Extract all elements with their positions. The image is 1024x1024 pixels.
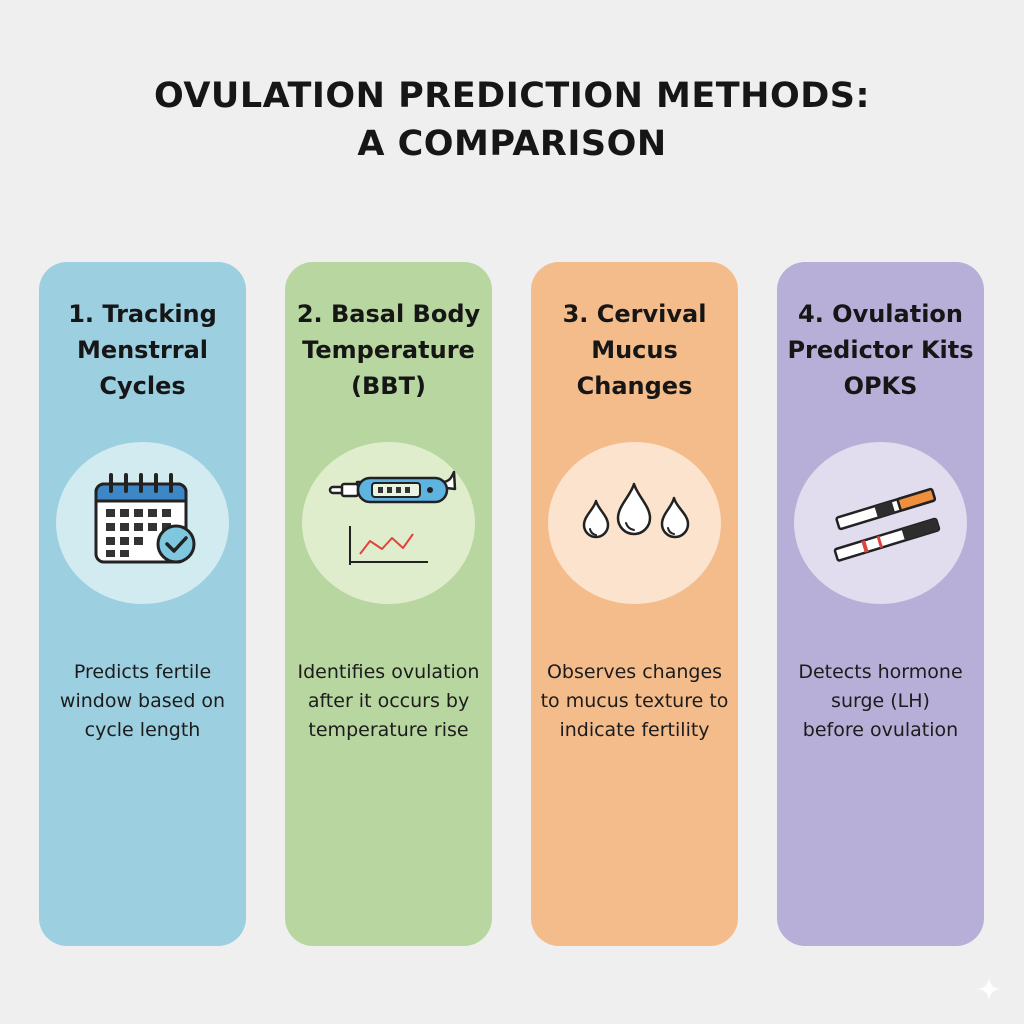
card-description-line: Predicts fertile <box>73 661 212 683</box>
card-description-line: Detects hormone <box>798 661 963 683</box>
card-title-line: 1. Tracking <box>68 300 217 328</box>
card-title-line: Mucus <box>591 336 678 364</box>
card-title-line: 3. Cervival <box>562 300 707 328</box>
icon-circle <box>794 442 967 604</box>
card-title-line: Temperature <box>302 336 475 364</box>
card-title-line: Predictor Kits <box>787 336 974 364</box>
card-title: 3. Cervival Mucus Changes <box>531 296 738 404</box>
card-title: 2. Basal Body Temperature (BBT) <box>285 296 492 404</box>
icon-circle <box>548 442 721 604</box>
page-title: OVULATION PREDICTION METHODS: A COMPARIS… <box>0 72 1024 168</box>
method-card-basal-body-temperature: 2. Basal Body Temperature (BBT) <box>285 262 492 946</box>
card-description-line: after it occurs by <box>307 690 470 712</box>
card-description-line: Identifies ovulation <box>297 661 480 683</box>
card-title-line: (BBT) <box>351 372 426 400</box>
card-title-line: 2. Basal Body <box>296 300 481 328</box>
card-title-line: Menstrral <box>76 336 209 364</box>
icon-circle <box>302 442 475 604</box>
water-drops-icon <box>582 482 690 539</box>
card-title-line: OPKS <box>843 372 918 400</box>
card-description-line: surge (LH) <box>831 690 930 712</box>
thermometer-chart-icon <box>328 470 457 565</box>
card-title-line: Changes <box>576 372 693 400</box>
card-description-line: Observes changes <box>546 661 723 683</box>
card-description-line: window based on <box>59 690 226 712</box>
card-description-line: cycle length <box>84 719 201 741</box>
test-strips-icon <box>833 487 941 562</box>
method-card-tracking-cycles: 1. Tracking Menstrral Cycles <box>39 262 246 946</box>
calendar-check-icon <box>94 473 196 564</box>
card-description: Observes changes to mucus texture to ind… <box>531 658 738 745</box>
method-card-cervical-mucus: 3. Cervival Mucus Changes Observes chang… <box>531 262 738 946</box>
method-card-ovulation-predictor-kits: 4. Ovulation Predictor Kits OPKS <box>777 262 984 946</box>
card-title-line: Cycles <box>99 372 186 400</box>
card-description-line: before ovulation <box>802 719 959 741</box>
card-description-line: to mucus texture to <box>540 690 729 712</box>
card-description: Identifies ovulation after it occurs by … <box>285 658 492 745</box>
card-title: 4. Ovulation Predictor Kits OPKS <box>777 296 984 404</box>
card-title: 1. Tracking Menstrral Cycles <box>39 296 246 404</box>
icon-circle <box>56 442 229 604</box>
page-title-line-1: OVULATION PREDICTION METHODS: <box>154 76 870 116</box>
card-description-line: indicate fertility <box>559 719 710 741</box>
page-title-line-2: A COMPARISON <box>357 124 667 164</box>
card-description: Detects hormone surge (LH) before ovulat… <box>777 658 984 745</box>
card-title-line: 4. Ovulation <box>798 300 963 328</box>
card-description: Predicts fertile window based on cycle l… <box>39 658 246 745</box>
card-description-line: temperature rise <box>308 719 469 741</box>
sparkle-icon <box>977 977 1001 1001</box>
